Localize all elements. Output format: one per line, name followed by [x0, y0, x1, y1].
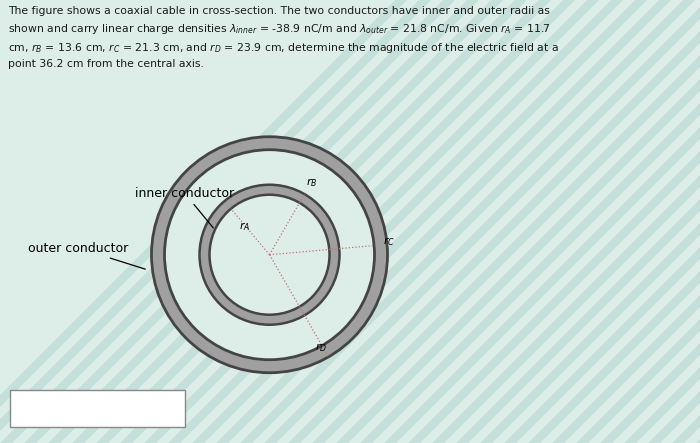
Polygon shape: [192, 0, 647, 443]
Text: outer conductor: outer conductor: [28, 241, 146, 269]
Polygon shape: [240, 0, 695, 443]
Polygon shape: [360, 0, 700, 443]
Polygon shape: [456, 0, 700, 443]
Polygon shape: [288, 0, 700, 443]
Polygon shape: [528, 0, 700, 443]
Text: $r_D$: $r_D$: [315, 341, 328, 354]
Text: $r_A$: $r_A$: [239, 220, 250, 233]
Polygon shape: [432, 0, 700, 443]
Polygon shape: [312, 0, 700, 443]
Polygon shape: [576, 0, 700, 443]
Text: inner conductor: inner conductor: [135, 187, 234, 228]
Bar: [10, 390, 185, 427]
Polygon shape: [600, 0, 700, 443]
Polygon shape: [504, 0, 700, 443]
Text: $r_B$: $r_B$: [306, 177, 318, 190]
Polygon shape: [336, 0, 700, 443]
Polygon shape: [384, 0, 700, 443]
Circle shape: [151, 137, 388, 373]
Polygon shape: [0, 0, 431, 443]
Circle shape: [199, 185, 340, 325]
Polygon shape: [168, 0, 623, 443]
Polygon shape: [624, 0, 700, 443]
Polygon shape: [648, 0, 700, 443]
Polygon shape: [264, 0, 700, 443]
Polygon shape: [408, 0, 700, 443]
Polygon shape: [24, 0, 479, 443]
Polygon shape: [696, 0, 700, 443]
Text: The figure shows a coaxial cable in cross-section. The two conductors have inner: The figure shows a coaxial cable in cros…: [8, 6, 559, 70]
Polygon shape: [0, 0, 455, 443]
Polygon shape: [48, 0, 503, 443]
Polygon shape: [552, 0, 700, 443]
Polygon shape: [120, 0, 575, 443]
Circle shape: [164, 150, 374, 360]
Circle shape: [209, 195, 330, 315]
Text: $r_C$: $r_C$: [383, 235, 395, 248]
Polygon shape: [72, 0, 527, 443]
Polygon shape: [144, 0, 599, 443]
Polygon shape: [96, 0, 551, 443]
Polygon shape: [216, 0, 671, 443]
Polygon shape: [672, 0, 700, 443]
Polygon shape: [0, 0, 407, 443]
Polygon shape: [480, 0, 700, 443]
